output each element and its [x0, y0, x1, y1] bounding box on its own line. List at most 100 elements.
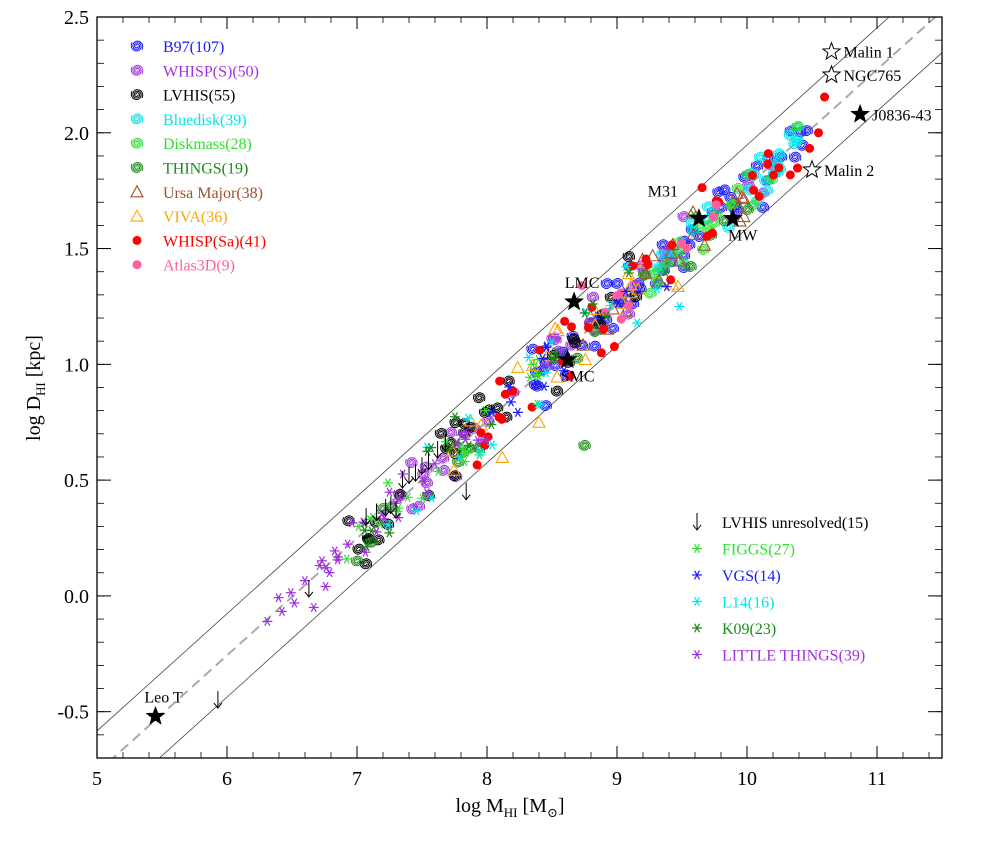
x-axis-label-unit: [M	[518, 795, 548, 817]
data-point	[324, 567, 335, 578]
legend-marker	[130, 208, 144, 222]
upper-limit-arrow	[441, 434, 450, 452]
data-point	[411, 506, 422, 516]
data-point	[472, 392, 486, 404]
data-point	[734, 190, 749, 203]
data-point	[609, 342, 619, 352]
data-points	[213, 92, 830, 709]
data-point	[532, 370, 543, 380]
galaxy-label: SMC	[561, 369, 595, 386]
data-point	[747, 199, 760, 211]
y-tick-label: -0.5	[57, 702, 89, 724]
data-point	[426, 493, 437, 503]
data-point	[661, 282, 672, 292]
data-point	[596, 348, 606, 358]
data-point	[558, 366, 569, 376]
data-point	[422, 446, 433, 456]
legend-top-left: B97(107) WHISP(S)(50) LVHIS(55) Bluedisk(39…	[130, 39, 266, 275]
data-point	[601, 311, 612, 321]
upper-limit-arrow	[213, 691, 223, 709]
y-tick-label: 2.5	[64, 7, 89, 29]
legend-label: LITTLE THINGS(39)	[722, 648, 865, 665]
data-point	[588, 317, 603, 331]
data-point	[285, 588, 296, 598]
legend-label: LVHIS unresolved(15)	[722, 515, 869, 532]
galaxy-label: LMC	[565, 275, 600, 292]
data-point	[612, 291, 622, 301]
data-point	[276, 606, 287, 617]
data-point	[628, 261, 638, 271]
data-point	[486, 407, 497, 417]
data-point	[539, 400, 552, 411]
data-point	[624, 277, 639, 291]
legend-label: VGS(14)	[722, 568, 781, 585]
data-point	[449, 412, 460, 422]
y-tick-label: 1.5	[64, 239, 89, 261]
data-point	[510, 360, 525, 374]
data-point	[393, 494, 404, 504]
data-point	[814, 128, 823, 138]
galaxy-star-marker	[722, 208, 743, 227]
data-point	[709, 212, 719, 222]
scatter-upper-line	[97, 17, 890, 732]
upper-limit-arrow	[304, 579, 314, 598]
data-point	[565, 371, 575, 381]
legend-marker	[130, 137, 144, 149]
data-point	[512, 407, 523, 417]
data-point	[480, 435, 491, 445]
data-point	[550, 323, 565, 337]
legend-label: L14(16)	[722, 595, 774, 612]
galaxy-star-marker	[821, 41, 842, 61]
legend-label: K09(23)	[722, 621, 776, 638]
legend-marker	[132, 235, 142, 245]
data-point	[805, 143, 815, 153]
galaxy-star-marker	[688, 208, 709, 227]
data-point	[697, 244, 710, 255]
data-point	[660, 267, 671, 277]
data-point	[532, 415, 546, 428]
data-point	[741, 204, 754, 216]
legend-label: FIGGS(27)	[722, 542, 795, 559]
data-point	[352, 543, 365, 555]
data-point	[579, 308, 590, 318]
axes: 5 6 7 8 9 10 11 -0.5 0.0 0.5 1.0 1.5 2.0 2.5	[57, 7, 942, 790]
legend-label: Ursa Major(38)	[163, 185, 263, 202]
data-point	[667, 240, 677, 250]
y-axis-label-base: log D	[23, 396, 45, 441]
data-point	[289, 598, 300, 608]
data-point	[273, 593, 284, 603]
galaxy-label: Malin 2	[824, 163, 874, 180]
data-point	[578, 440, 591, 451]
upper-limit-arrow	[398, 471, 407, 489]
data-point	[360, 547, 371, 557]
x-axis-label-sub: HI	[504, 805, 518, 820]
data-point	[718, 184, 731, 196]
legend-marker	[130, 162, 144, 173]
x-tick-label: 5	[92, 768, 102, 790]
galaxy-star-marker	[145, 705, 166, 725]
legend-label: B97(107)	[163, 39, 224, 56]
data-point	[624, 301, 634, 311]
data-point	[783, 129, 797, 141]
y-tick-label: 1.0	[64, 354, 89, 376]
data-point	[359, 558, 373, 570]
data-point	[487, 440, 498, 450]
galaxy-star-marker	[850, 103, 871, 123]
galaxy-label: Malin 1	[844, 45, 894, 62]
data-point	[741, 168, 755, 180]
data-point	[651, 284, 662, 294]
data-point	[417, 493, 428, 503]
data-point	[533, 371, 544, 381]
data-point	[638, 266, 653, 280]
best-fit-line	[111, 17, 937, 758]
data-point	[576, 337, 591, 351]
data-point	[605, 300, 616, 311]
data-point	[550, 369, 565, 383]
x-tick-label: 6	[222, 768, 232, 790]
data-point	[820, 92, 830, 102]
data-point	[763, 159, 773, 169]
data-point	[599, 324, 609, 334]
data-point	[548, 321, 562, 334]
data-point	[476, 428, 486, 438]
